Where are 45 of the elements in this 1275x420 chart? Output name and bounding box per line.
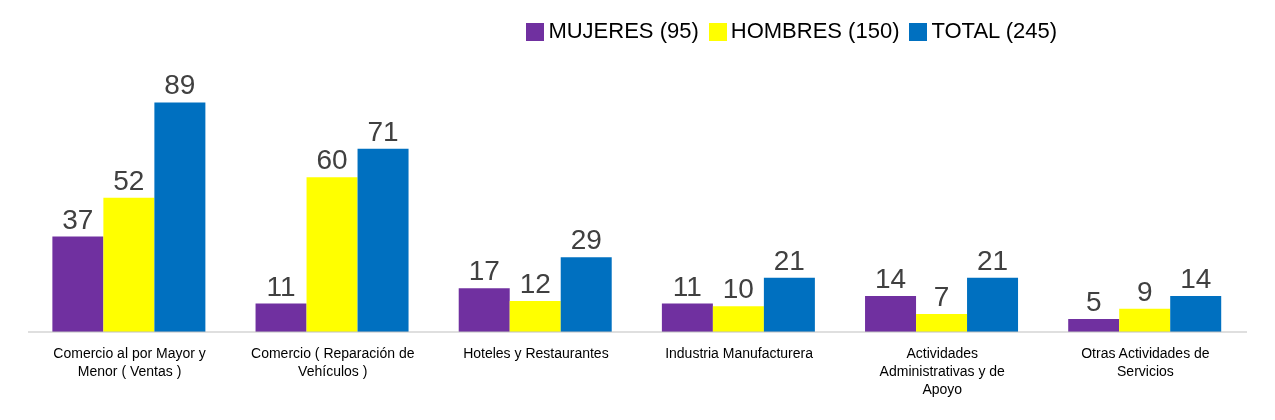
data-label: 11	[266, 270, 296, 302]
x-tick-label: Industria Manufacturera	[665, 345, 814, 361]
data-label: 14	[1180, 262, 1212, 294]
data-label: 21	[976, 244, 1009, 276]
data-label: 71	[367, 115, 399, 147]
x-tick-label: Comercio al por Mayor y Menor ( Ventas )	[53, 345, 206, 379]
x-tick-label: Comercio ( Reparación de Vehículos )	[251, 345, 415, 379]
data-label: 7	[933, 280, 950, 312]
data-label: 17	[468, 255, 500, 287]
legend-label: TOTAL (245)	[931, 18, 1057, 43]
data-label: 29	[570, 224, 602, 256]
bar	[1170, 295, 1222, 332]
bar	[306, 177, 358, 332]
data-label: 5	[1085, 286, 1102, 318]
bar	[916, 313, 968, 332]
x-tick-label: Actividades Administrativas y de Apoyo	[879, 345, 1006, 397]
bar	[103, 197, 155, 332]
bar	[458, 288, 510, 332]
data-label: 21	[773, 244, 805, 276]
data-label: 12	[519, 268, 551, 300]
bar	[712, 306, 764, 332]
data-label: 60	[316, 144, 348, 176]
bar	[357, 148, 409, 332]
bar	[967, 277, 1019, 332]
data-label: 37	[62, 203, 94, 235]
bar	[509, 301, 561, 332]
bar	[865, 295, 917, 332]
bar	[661, 303, 713, 332]
data-label: 89	[164, 69, 196, 101]
bar	[1119, 308, 1171, 332]
legend-label: HOMBRES (150)	[730, 18, 900, 43]
data-label: 14	[874, 262, 907, 294]
bar	[1068, 319, 1120, 332]
x-tick-label: Otras Actividades de Servicios	[1081, 345, 1210, 379]
bar	[255, 303, 307, 332]
data-label: 11	[672, 270, 702, 302]
data-label: 52	[113, 164, 145, 196]
bar	[560, 257, 612, 332]
bar	[154, 102, 206, 332]
bar	[52, 236, 104, 332]
bar	[763, 277, 815, 332]
legend-label: MUJERES (95)	[548, 18, 699, 43]
x-tick-label: Hoteles y Restaurantes	[463, 345, 609, 361]
data-label: 10	[722, 273, 754, 305]
data-label: 9	[1136, 275, 1153, 307]
